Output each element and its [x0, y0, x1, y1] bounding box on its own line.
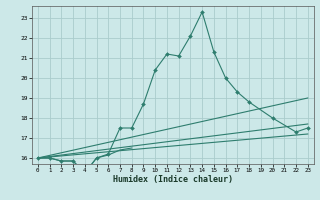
X-axis label: Humidex (Indice chaleur): Humidex (Indice chaleur) — [113, 175, 233, 184]
